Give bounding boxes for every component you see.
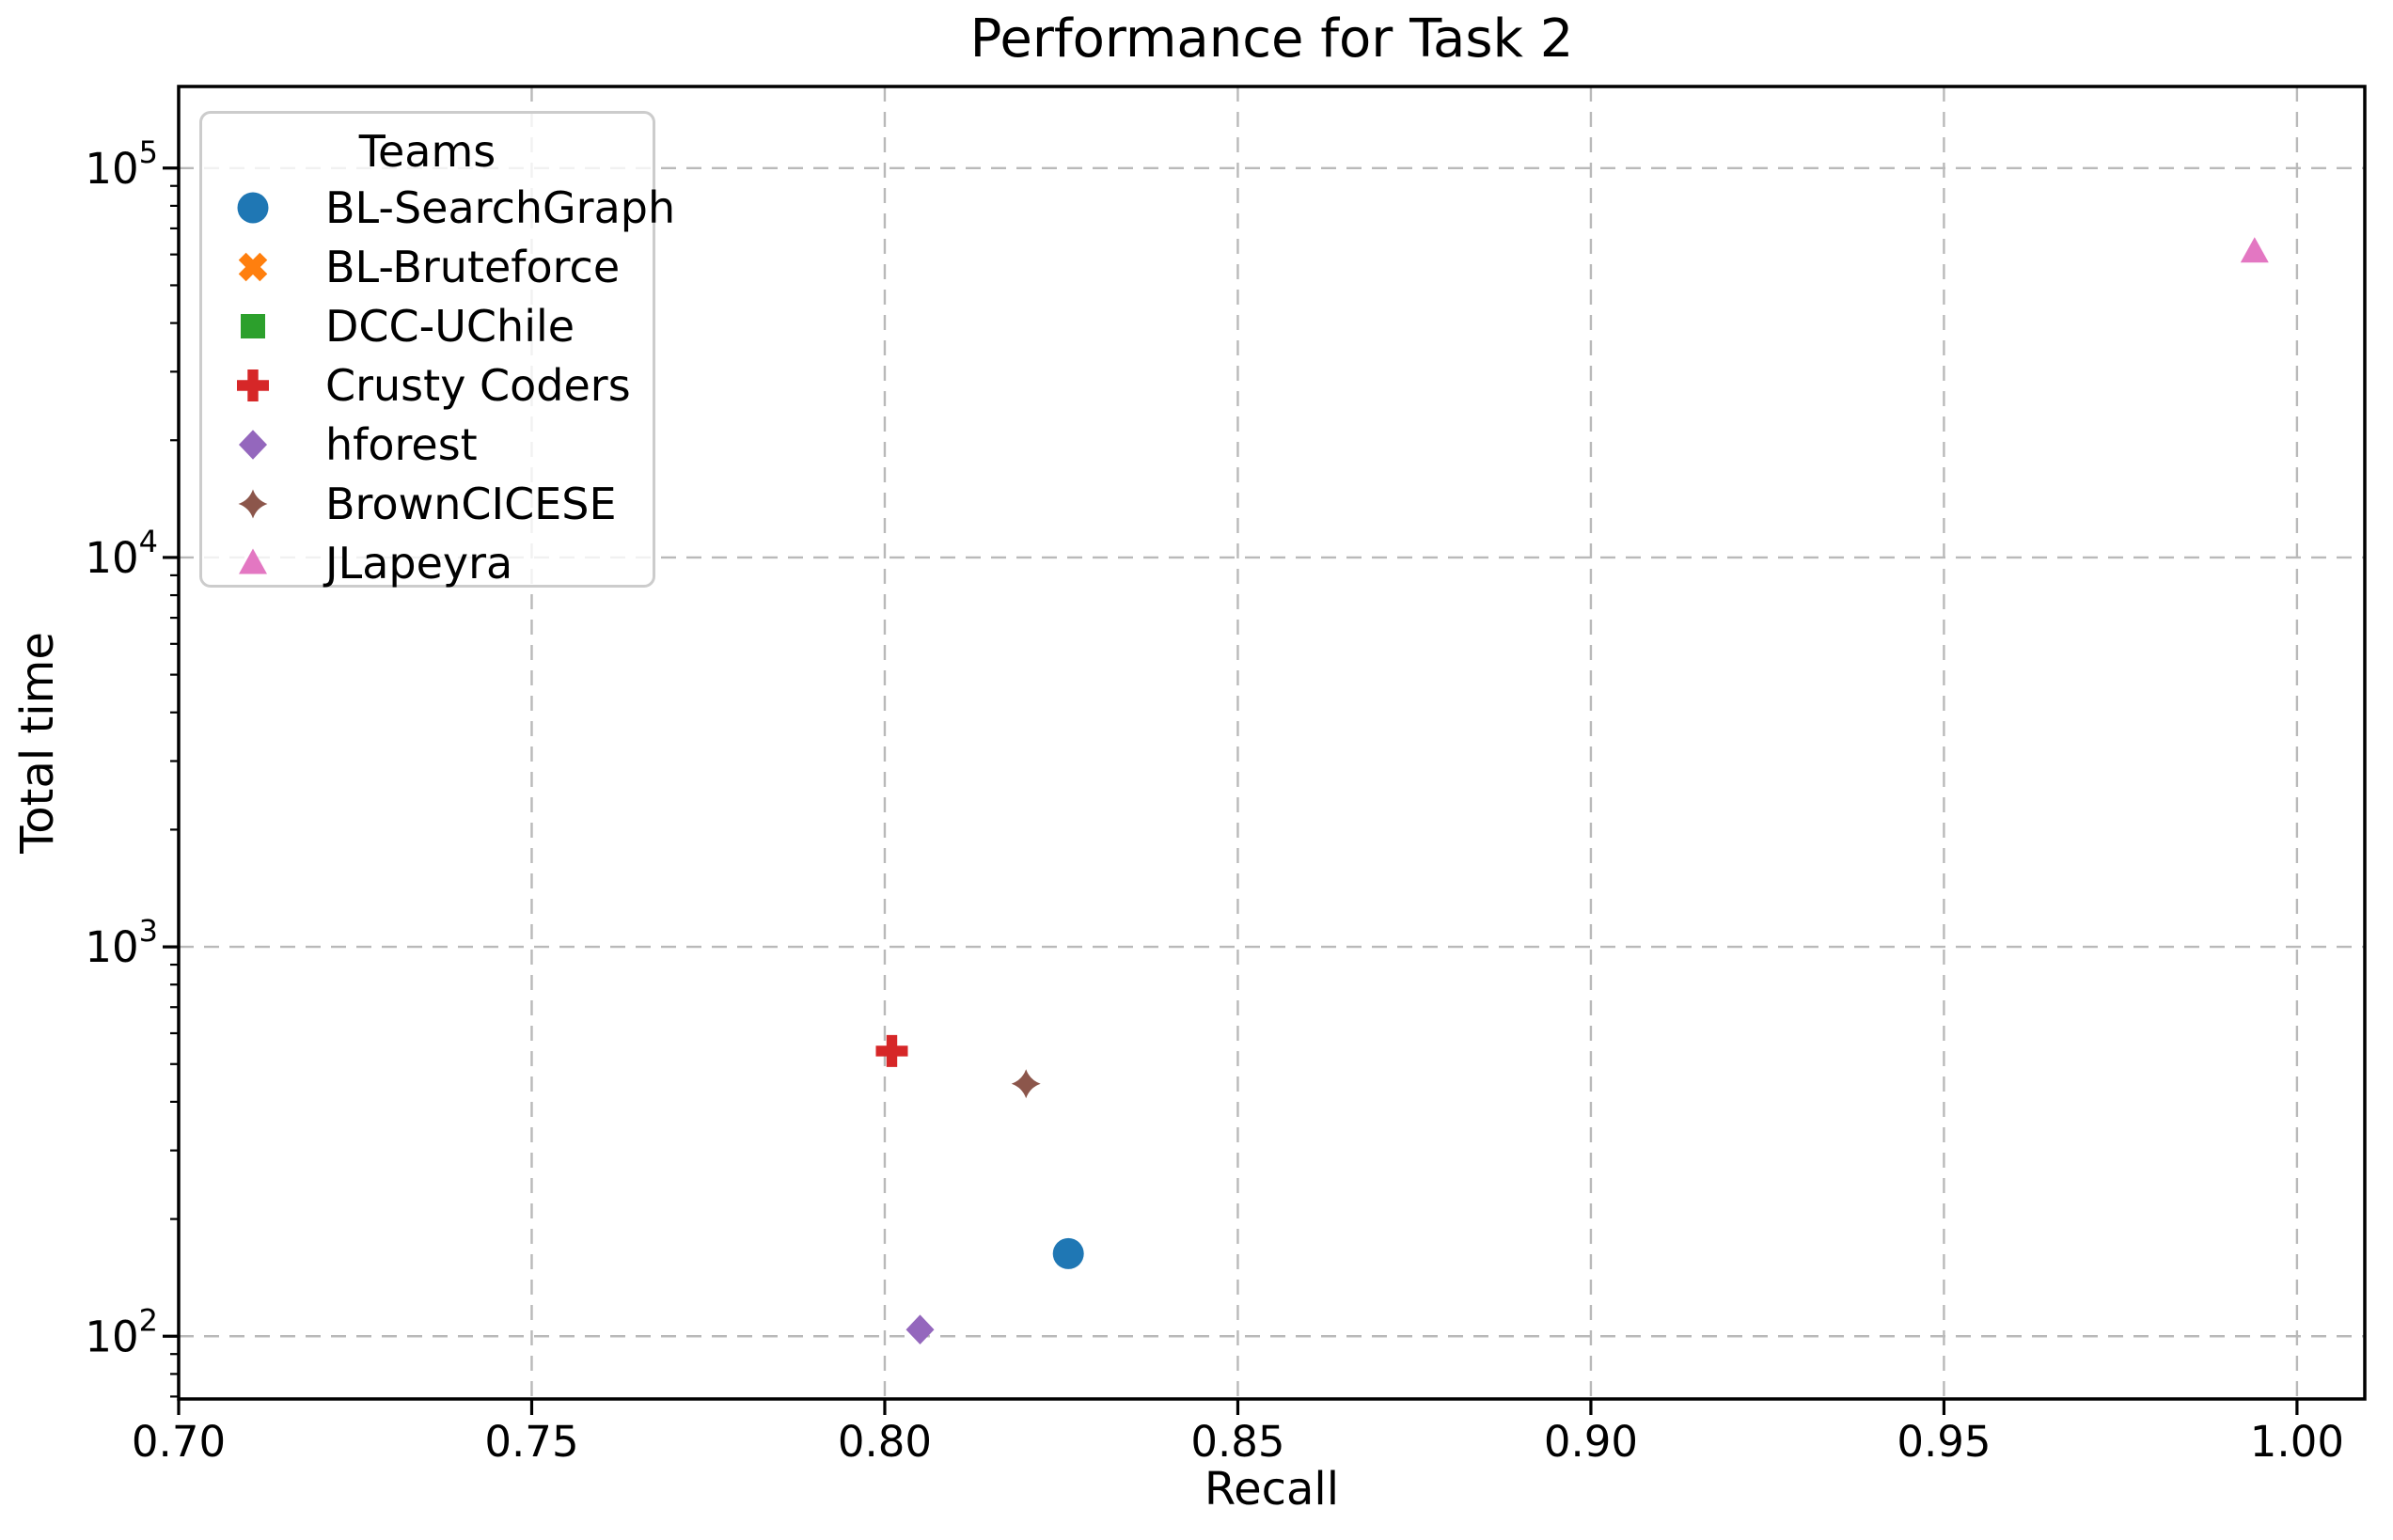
legend-rows: BL-SearchGraph BL-Bruteforce DCC-UChile Cru… xyxy=(202,178,675,592)
legend-item-hforest: hforest xyxy=(202,415,653,474)
circle-marker-icon xyxy=(237,192,269,223)
y-tick-label: 103 xyxy=(85,913,158,972)
legend-item-dcc-uchile: DCC-UChile xyxy=(202,296,653,355)
y-tick-label: 105 xyxy=(85,134,158,194)
y-tick-label: 104 xyxy=(85,524,158,583)
plus-marker-icon xyxy=(237,369,269,401)
axes-frame xyxy=(177,85,2367,1401)
data-points xyxy=(875,237,2269,1344)
x-tick-label: 0.75 xyxy=(484,1417,578,1467)
data-point xyxy=(1052,1237,1084,1269)
legend-item-crusty-coders: Crusty Coders xyxy=(202,355,653,415)
x-marker-icon xyxy=(238,252,268,281)
triangle-marker-icon xyxy=(239,548,267,574)
series-bl-searchgraph xyxy=(1052,1237,1084,1269)
legend-item-bl-bruteforce: BL-Bruteforce xyxy=(202,237,653,296)
x-axis-label: Recall xyxy=(1204,1463,1340,1516)
legend-item-label: JLapeyra xyxy=(325,537,513,589)
star4-marker-icon xyxy=(238,489,268,518)
tick-labels: 0.70 0.75 0.80 0.85 0.90 0.95 1.00 102 103 104 105 xyxy=(85,134,2344,1467)
chart-title: Performance for Task 2 xyxy=(969,8,1574,70)
y-axis-label: Total time xyxy=(11,632,64,854)
x-tick-label: 0.80 xyxy=(838,1417,932,1467)
series-hforest xyxy=(905,1314,935,1344)
legend-item-label: DCC-UChile xyxy=(325,300,575,352)
data-point xyxy=(1011,1069,1041,1099)
series-browncicese xyxy=(1011,1069,1041,1099)
legend-item-bl-searchgraph: BL-SearchGraph xyxy=(202,178,675,237)
x-tick-label: 0.95 xyxy=(1897,1417,1991,1467)
series-crusty-coders xyxy=(875,1034,908,1067)
x-tick-label: 0.90 xyxy=(1544,1417,1638,1467)
series-jlapeyra xyxy=(2240,237,2269,263)
y-tick-label: 102 xyxy=(85,1302,158,1361)
square-marker-icon xyxy=(241,313,265,338)
x-tick-label: 1.00 xyxy=(2250,1417,2344,1467)
data-point xyxy=(2240,237,2269,263)
legend-item-browncicese: BrownCICESE xyxy=(202,474,653,533)
legend-title: Teams xyxy=(358,126,496,177)
data-point xyxy=(875,1034,908,1067)
legend-item-label: BrownCICESE xyxy=(325,478,617,529)
x-tick-label: 0.70 xyxy=(132,1417,226,1467)
legend-item-label: Crusty Coders xyxy=(325,359,631,411)
data-point xyxy=(905,1314,935,1344)
legend-item-label: BL-SearchGraph xyxy=(325,181,676,233)
diamond-marker-icon xyxy=(239,429,267,460)
legend: Teams BL-SearchGraph BL-Bruteforce DCC-UCh… xyxy=(199,111,675,589)
ticks xyxy=(163,166,2299,1415)
legend-item-label: hforest xyxy=(325,418,478,470)
x-tick-label: 0.85 xyxy=(1190,1417,1284,1467)
legend-item-label: BL-Bruteforce xyxy=(325,241,621,292)
legend-item-jlapeyra: JLapeyra xyxy=(202,533,653,592)
